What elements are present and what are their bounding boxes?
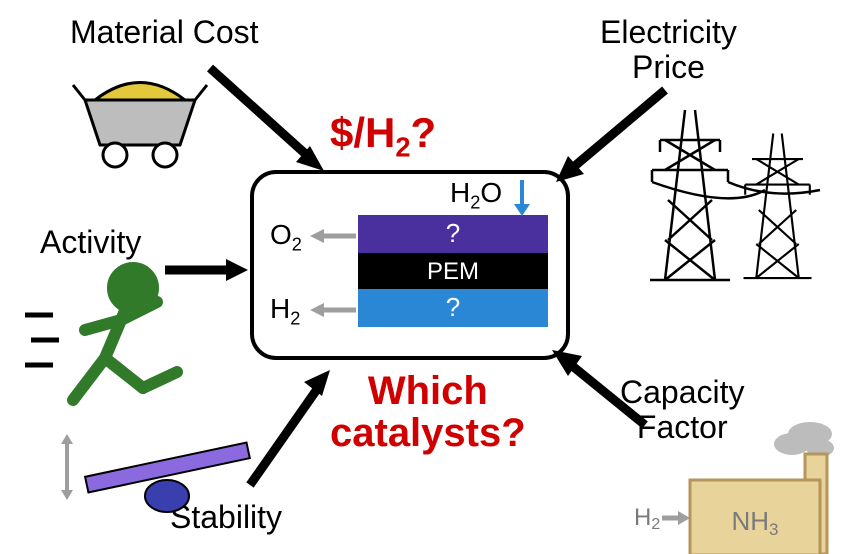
mining-cart-icon xyxy=(65,55,215,175)
material-cost-label: Material Cost xyxy=(70,15,259,50)
pem-text: PEM xyxy=(427,258,479,285)
seesaw-icon xyxy=(55,430,255,530)
o2-label: O2 xyxy=(270,220,302,255)
arrow-capacity xyxy=(540,340,660,440)
electricity-price-label: Electricity Price xyxy=(600,15,737,85)
o2-arrow-icon xyxy=(308,226,358,246)
arrow-material-cost xyxy=(200,58,350,188)
arrow-stability xyxy=(230,360,350,500)
activity-label: Activity xyxy=(40,225,141,260)
svg-text:H2: H2 xyxy=(634,504,660,533)
q-top-text: ? xyxy=(446,218,460,248)
catalyst-question: Which catalysts? xyxy=(330,370,526,454)
q-bot-text: ? xyxy=(446,292,460,322)
pem-cell: ? PEM ? xyxy=(358,215,548,330)
arrow-activity xyxy=(160,250,260,290)
h2-label: H2 xyxy=(270,294,300,329)
factory-icon: NH3 H2 xyxy=(620,420,850,554)
arrow-electricity xyxy=(540,80,680,200)
h2o-arrow-icon xyxy=(510,178,534,218)
h2-arrow-icon xyxy=(308,300,358,320)
h2o-label: H2O xyxy=(450,178,502,213)
